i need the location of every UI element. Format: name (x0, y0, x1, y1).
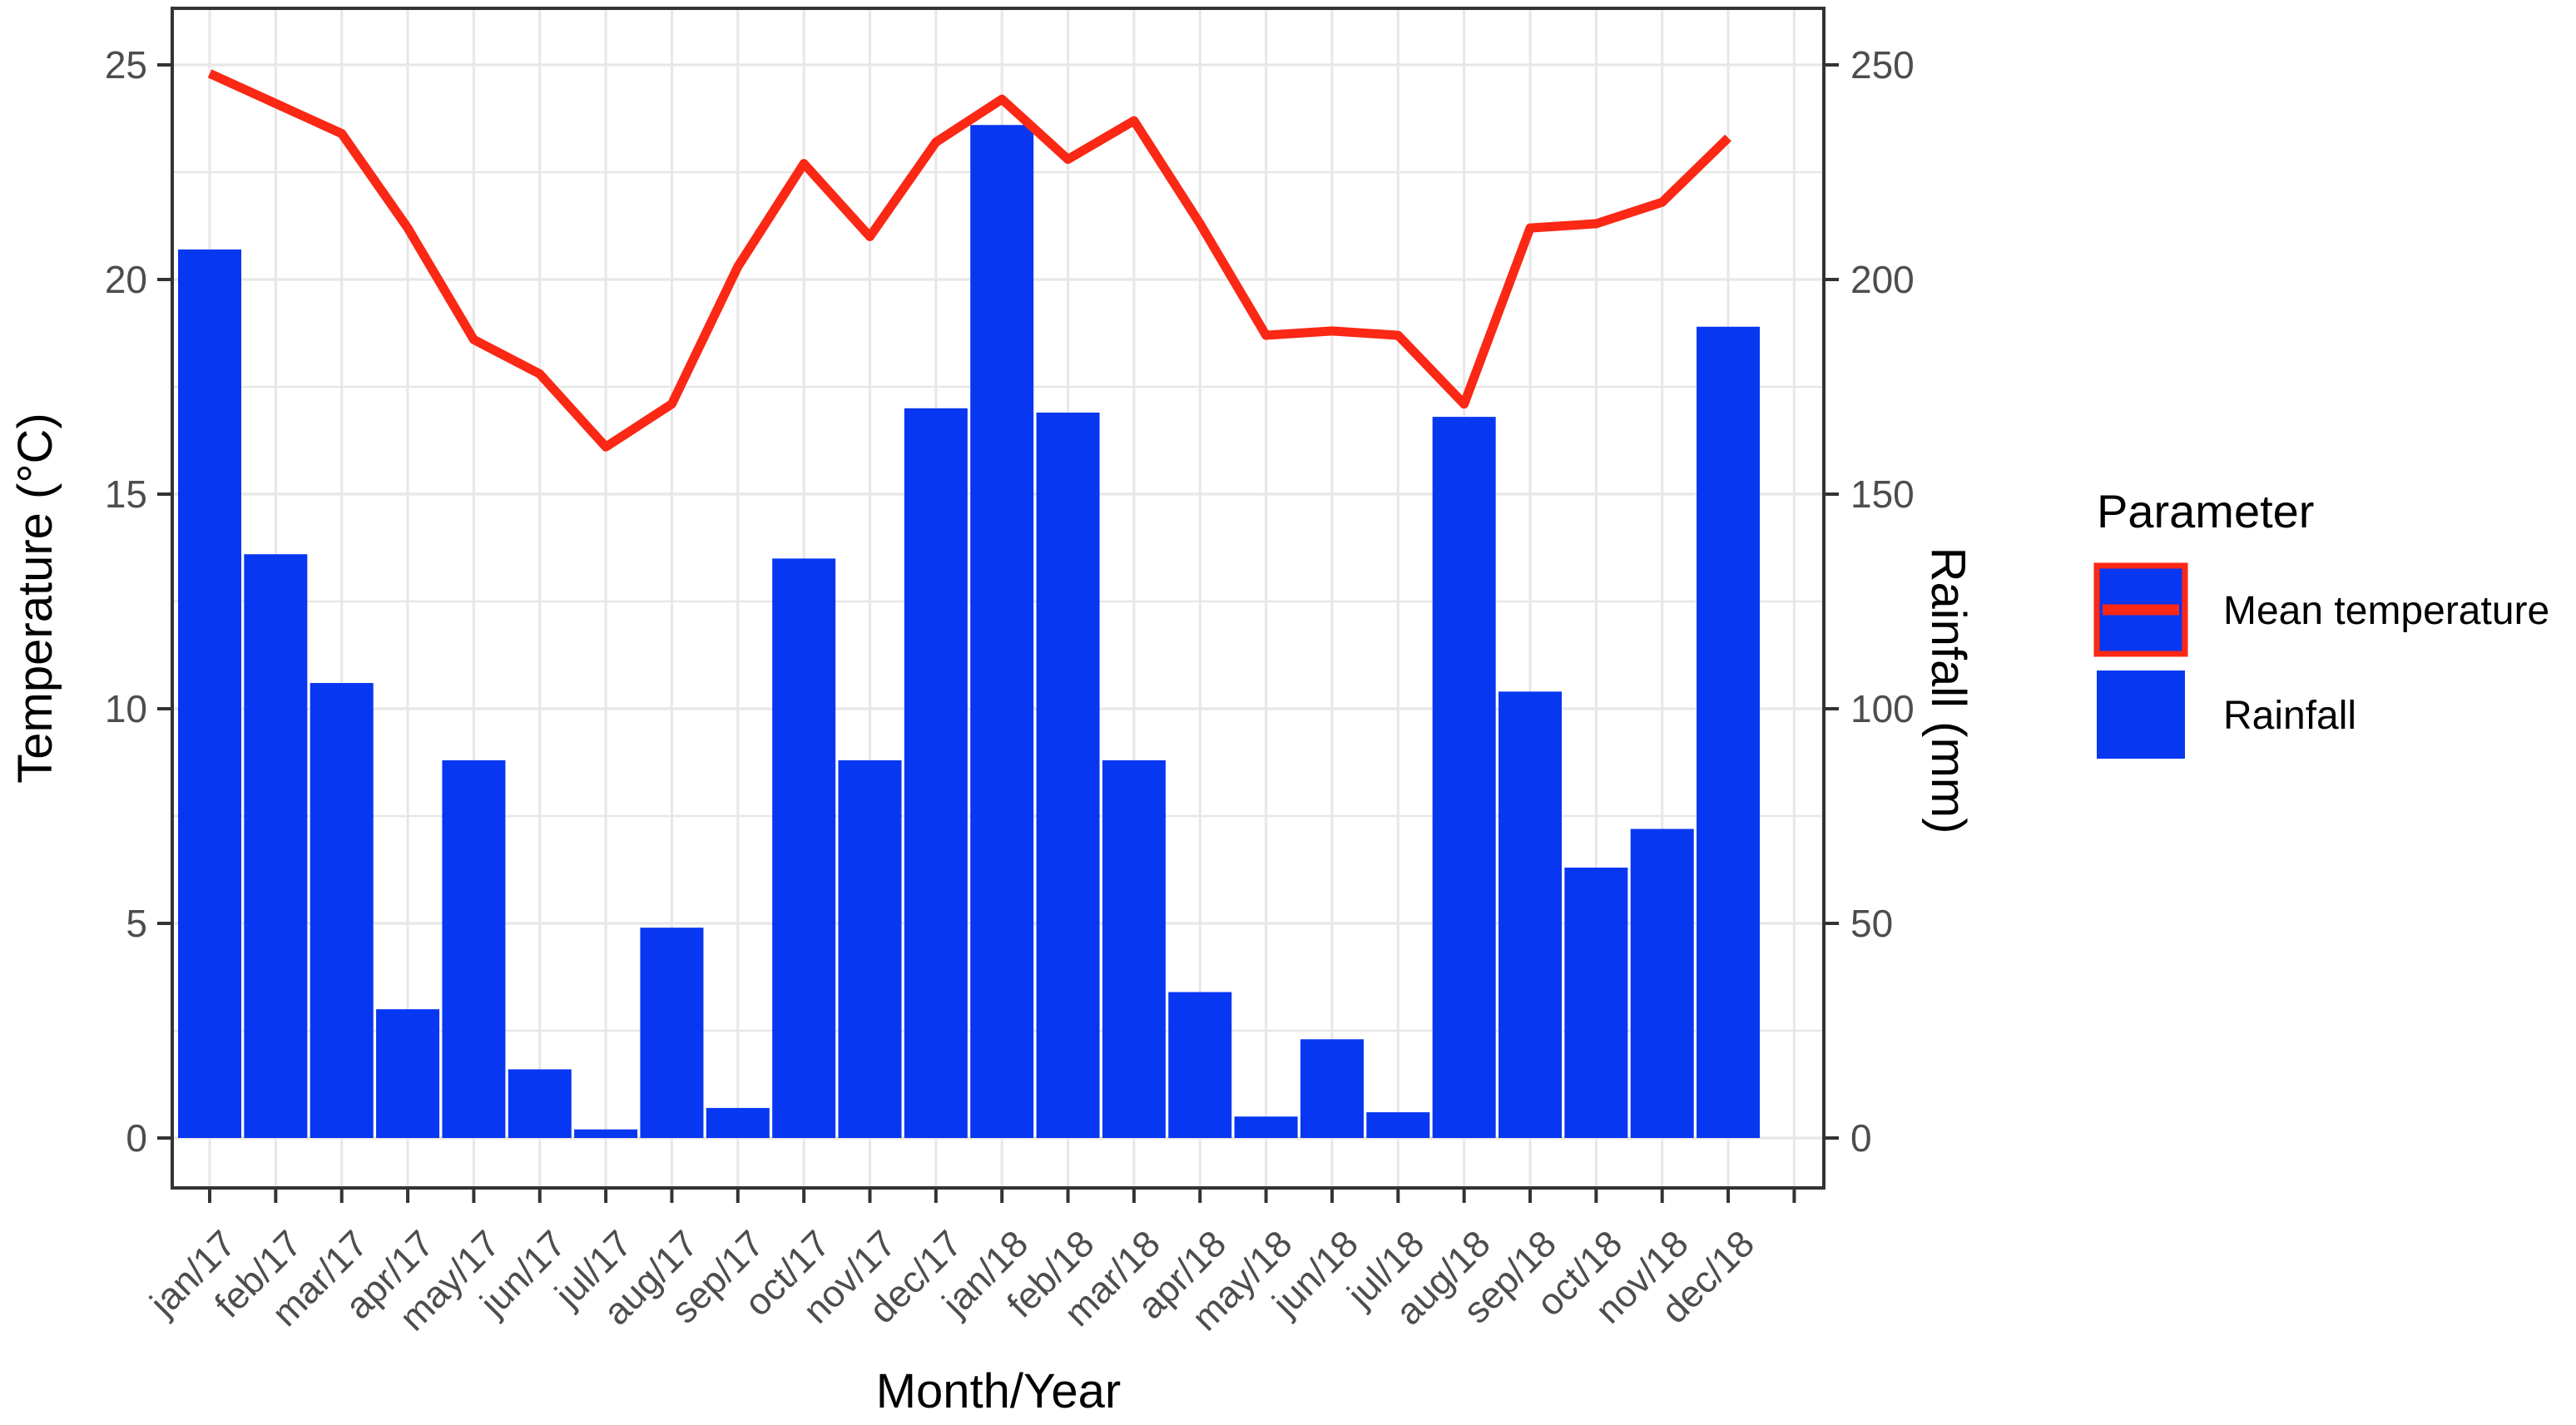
x-axis-title: Month/Year (876, 1364, 1122, 1418)
rainfall-bar-jun/17 (508, 1069, 572, 1138)
y-right-tick-label: 250 (1850, 43, 1915, 87)
rainfall-bar-aug/18 (1432, 417, 1496, 1138)
rainfall-bar-may/17 (442, 760, 506, 1138)
rainfall-bar-jul/18 (1366, 1112, 1430, 1138)
y-axis-title-left: Temperature (°C) (8, 413, 62, 783)
legend-title: Parameter (2097, 485, 2314, 537)
panel-border (171, 7, 1825, 1190)
legend-label-mean-temperature: Mean temperature (2223, 589, 2549, 633)
rainfall-bar-nov/17 (838, 760, 902, 1138)
rainfall-bar-mar/18 (1102, 760, 1166, 1138)
rainfall-bar-mar/17 (310, 683, 374, 1138)
rainfall-bar-oct/17 (772, 558, 836, 1138)
y-left-tick-label: 10 (105, 687, 147, 730)
rainfall-bar-jan/17 (178, 249, 241, 1138)
rainfall-bar-jun/18 (1300, 1039, 1364, 1138)
rainfall-bar-apr/17 (376, 1009, 440, 1138)
rainfall-bar-sep/18 (1499, 691, 1562, 1138)
y-right-tick-label: 100 (1850, 687, 1915, 730)
rainfall-bar-may/18 (1234, 1116, 1298, 1138)
rainfall-bar-aug/17 (640, 928, 704, 1138)
y-left-tick-label: 5 (126, 902, 147, 945)
legend-label-rainfall: Rainfall (2223, 694, 2356, 738)
rainfall-bar-feb/18 (1036, 412, 1100, 1139)
rainfall-bar-feb/17 (244, 554, 308, 1138)
legend: Parameter Mean temperature Rainfall (2093, 485, 2549, 759)
rainfall-bar-nov/18 (1630, 829, 1694, 1138)
rainfall-bar-jul/17 (574, 1129, 638, 1138)
y-right-tick-label: 0 (1850, 1116, 1872, 1160)
y-right-tick-label: 200 (1850, 258, 1915, 301)
rainfall-bars-layer (178, 125, 1761, 1139)
y-left-tick-label: 20 (105, 258, 147, 301)
y-axis-title-right: Rainfall (mm) (1921, 547, 1975, 834)
y-right-tick-label: 50 (1850, 902, 1893, 945)
y-left-tick-label: 25 (105, 43, 147, 87)
y-left-tick-label: 15 (105, 473, 147, 516)
axis-ticks-layer (157, 63, 1839, 1203)
rainfall-bar-dec/17 (904, 408, 968, 1138)
temperature-line-layer (207, 69, 1731, 452)
y-left-tick-label: 0 (126, 1116, 147, 1160)
mean-temperature-line (207, 69, 1731, 452)
y-right-tick-label: 150 (1850, 473, 1915, 516)
rainfall-bar-dec/18 (1697, 326, 1761, 1138)
rainfall-bar-oct/18 (1564, 867, 1628, 1138)
legend-item-mean-temperature: Mean temperature (2093, 562, 2549, 657)
legend-key-rainfall (2097, 670, 2185, 759)
rainfall-bar-jan/18 (970, 125, 1034, 1139)
rainfall-bar-sep/17 (706, 1107, 770, 1138)
legend-item-rainfall: Rainfall (2097, 670, 2356, 759)
rainfall-bar-apr/18 (1168, 992, 1232, 1138)
